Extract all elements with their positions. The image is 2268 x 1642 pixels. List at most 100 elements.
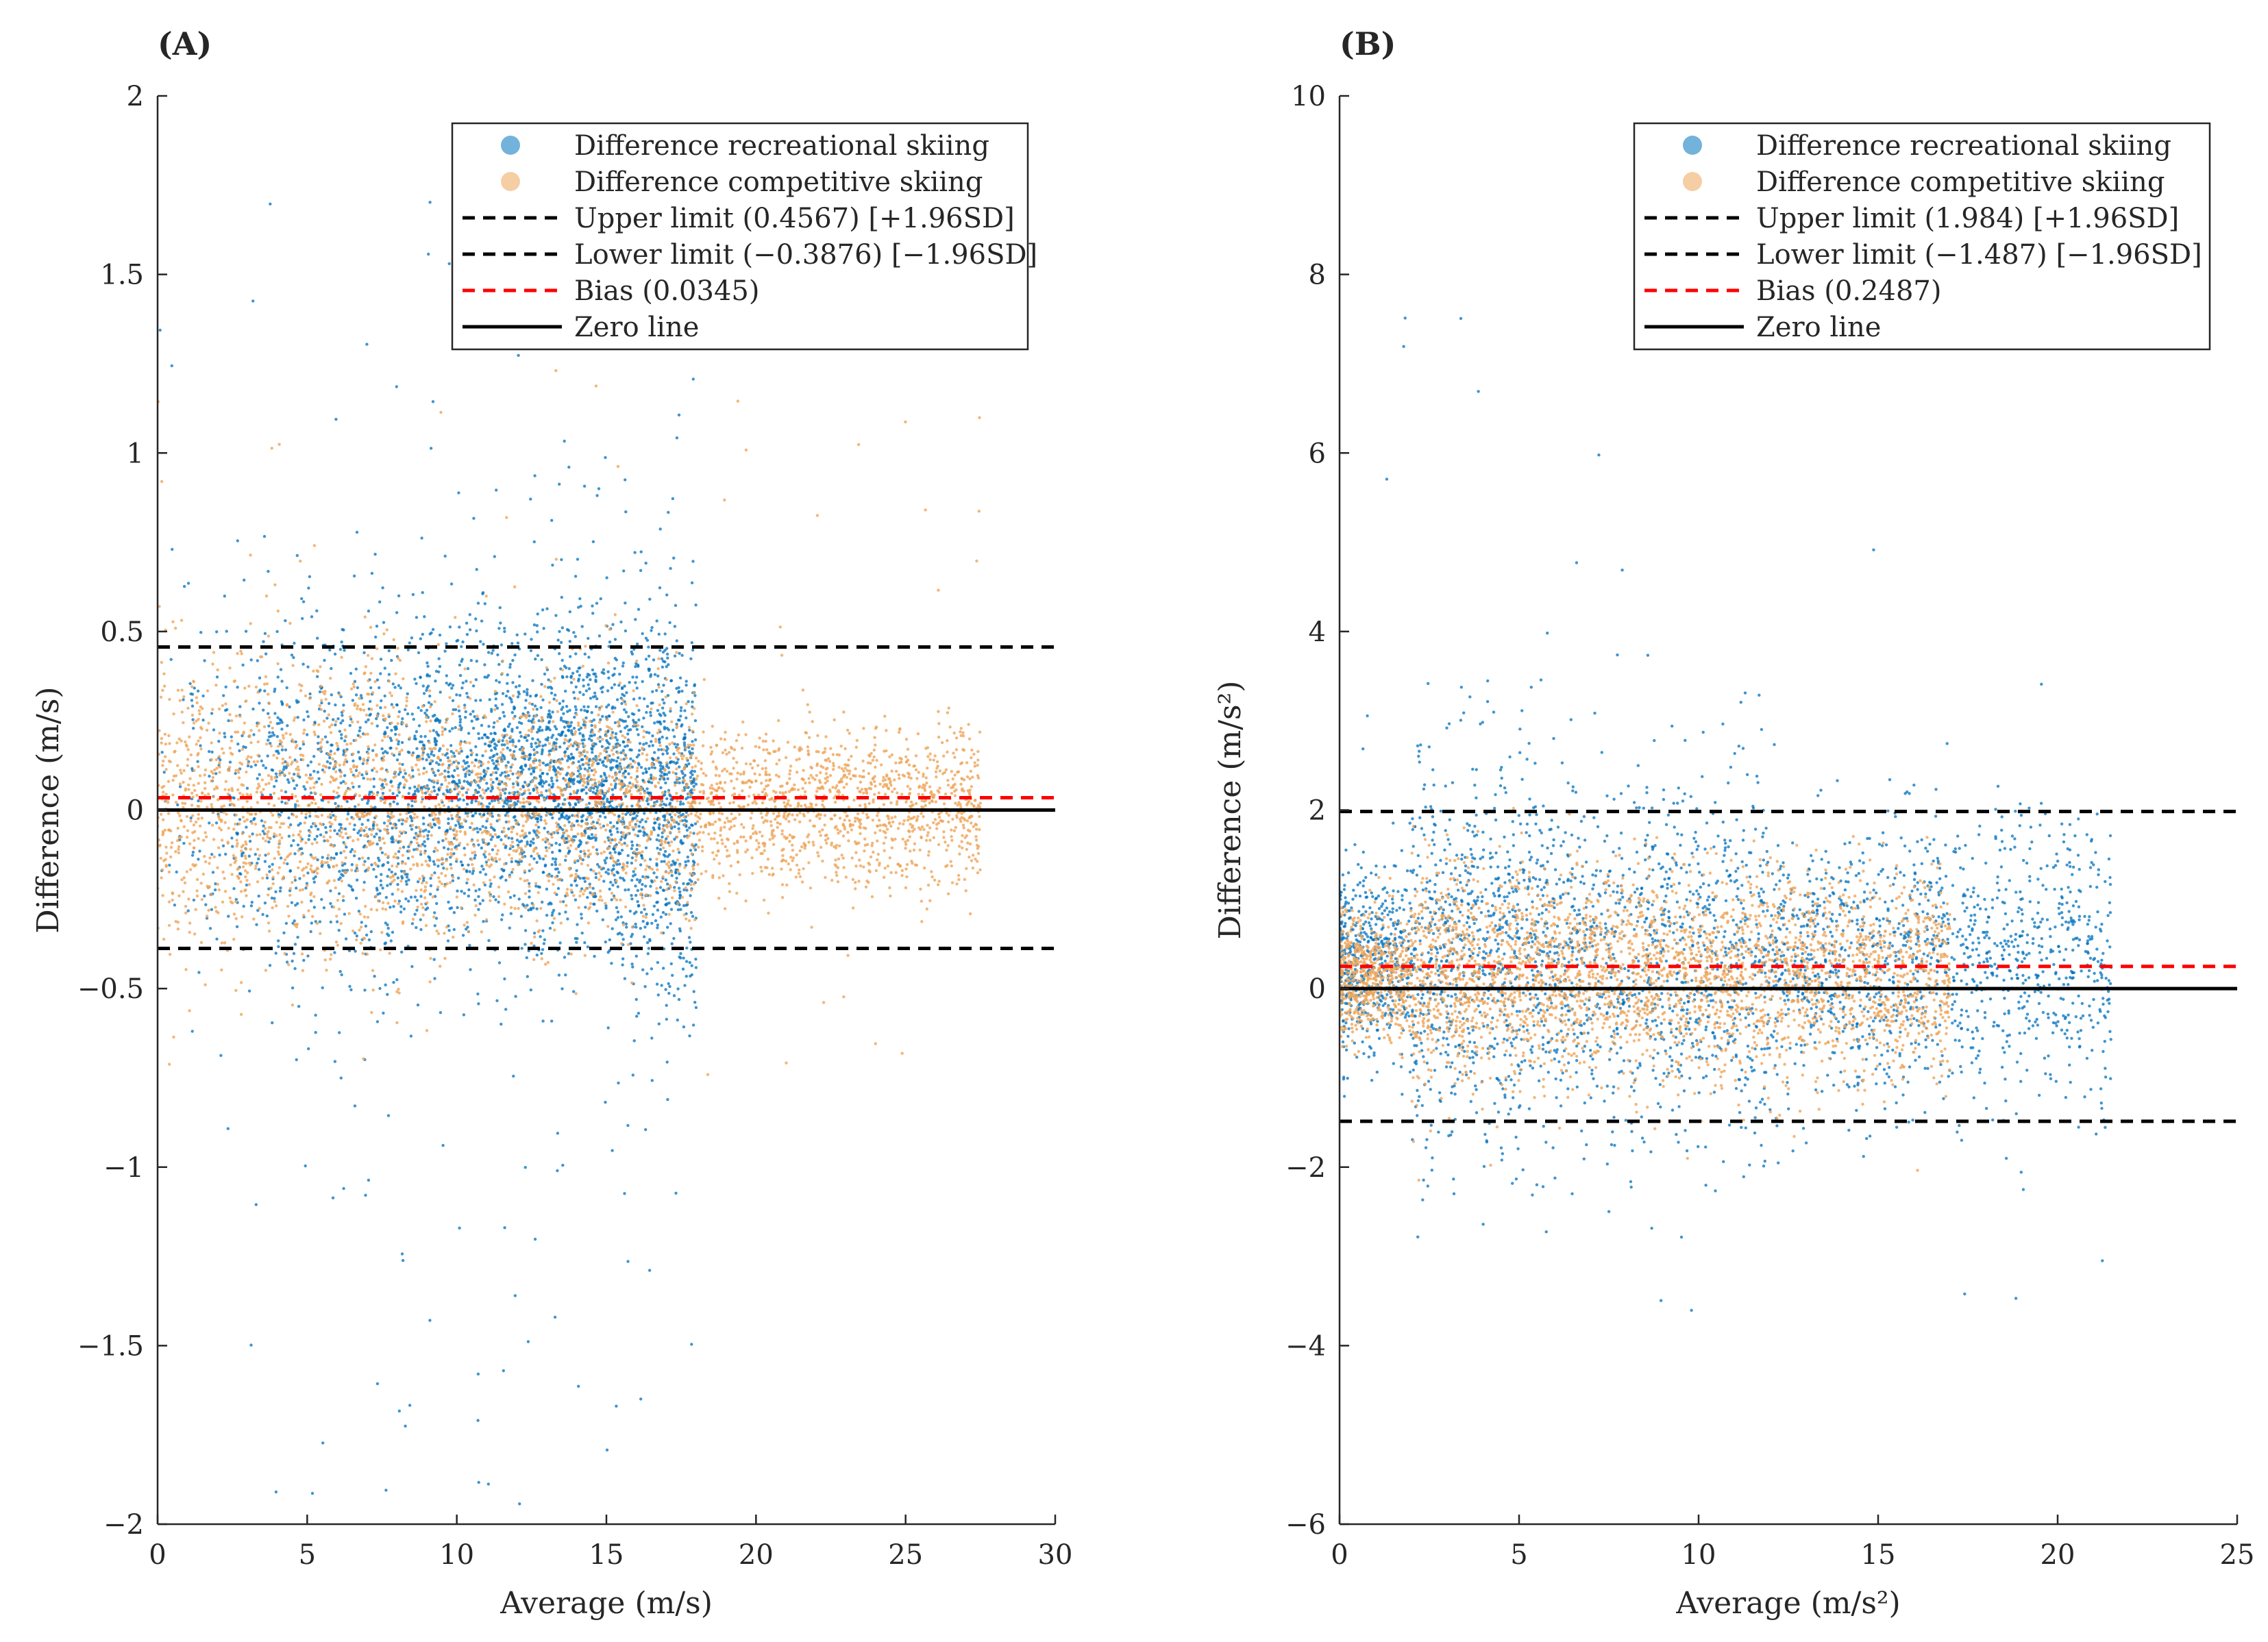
data-point — [615, 738, 619, 742]
data-point — [586, 895, 589, 899]
data-point — [665, 745, 669, 749]
data-point — [477, 908, 480, 911]
data-point — [371, 749, 375, 752]
data-point — [578, 877, 582, 880]
data-point — [332, 906, 336, 909]
data-point — [313, 782, 317, 785]
data-point — [367, 819, 370, 822]
data-point — [392, 905, 395, 908]
data-point — [648, 939, 652, 943]
data-point — [595, 848, 599, 851]
data-point — [665, 903, 668, 907]
data-point — [758, 773, 761, 777]
data-point — [343, 912, 347, 916]
data-point — [353, 850, 356, 854]
data-point — [933, 818, 937, 821]
data-point — [447, 770, 450, 774]
data-point — [520, 756, 523, 759]
data-point — [208, 927, 212, 930]
data-point — [405, 812, 408, 815]
data-point — [470, 719, 473, 723]
data-point — [630, 847, 633, 851]
data-point — [595, 494, 599, 497]
data-point — [611, 1149, 614, 1152]
data-point — [665, 652, 669, 656]
data-point — [526, 693, 529, 697]
data-point — [434, 917, 439, 920]
data-point — [558, 482, 561, 486]
data-point — [493, 555, 496, 558]
data-point — [371, 758, 375, 762]
data-point — [245, 894, 248, 897]
data-point — [378, 859, 381, 862]
data-point — [674, 870, 678, 874]
data-point — [564, 973, 567, 977]
data-point — [611, 766, 615, 769]
data-point — [569, 675, 573, 679]
data-point — [168, 1062, 171, 1066]
data-point — [489, 732, 493, 736]
data-point — [656, 993, 660, 997]
data-point — [624, 726, 627, 730]
data-point — [382, 841, 386, 845]
data-point — [698, 801, 702, 805]
data-point — [271, 882, 275, 886]
data-point — [188, 842, 192, 846]
data-point — [284, 619, 287, 623]
data-point — [523, 757, 527, 761]
data-point — [588, 766, 591, 770]
data-point — [445, 642, 448, 645]
data-point — [430, 790, 434, 794]
data-point — [664, 781, 667, 785]
data-point — [321, 768, 325, 772]
data-point — [365, 933, 369, 937]
data-point — [271, 906, 274, 910]
data-point — [978, 730, 982, 734]
data-point — [441, 1143, 445, 1147]
data-point — [650, 764, 654, 767]
data-point — [897, 730, 901, 734]
data-point — [171, 778, 175, 782]
data-point — [551, 563, 554, 567]
data-point — [363, 671, 367, 675]
data-point — [674, 772, 678, 775]
data-point — [528, 895, 531, 899]
data-point — [191, 850, 195, 854]
data-point — [389, 882, 392, 886]
data-point — [379, 672, 382, 675]
data-point — [618, 673, 621, 676]
data-point — [491, 758, 494, 762]
data-point — [560, 708, 563, 711]
data-point — [541, 608, 545, 612]
data-point — [550, 863, 554, 867]
data-point — [426, 673, 429, 676]
data-point — [481, 899, 484, 902]
data-point — [373, 861, 377, 865]
data-point — [590, 758, 593, 762]
data-point — [918, 848, 922, 852]
data-point — [637, 749, 641, 752]
data-point — [214, 906, 217, 909]
data-point — [767, 773, 772, 777]
data-point — [329, 920, 332, 924]
data-point — [795, 758, 798, 762]
data-point — [428, 201, 432, 204]
data-point — [580, 625, 584, 628]
data-point — [541, 784, 544, 788]
data-point — [257, 868, 261, 871]
data-point — [689, 894, 692, 897]
data-point — [219, 1054, 223, 1058]
data-point — [578, 666, 582, 670]
data-point — [426, 834, 430, 837]
data-point — [344, 856, 347, 860]
data-point — [458, 797, 462, 801]
data-point — [539, 818, 543, 822]
data-point — [688, 960, 691, 965]
data-point — [494, 747, 497, 751]
data-point — [297, 1005, 301, 1008]
data-point — [269, 721, 273, 724]
data-point — [376, 856, 380, 860]
data-point — [465, 780, 469, 784]
data-point — [761, 790, 765, 794]
data-point — [682, 882, 685, 886]
